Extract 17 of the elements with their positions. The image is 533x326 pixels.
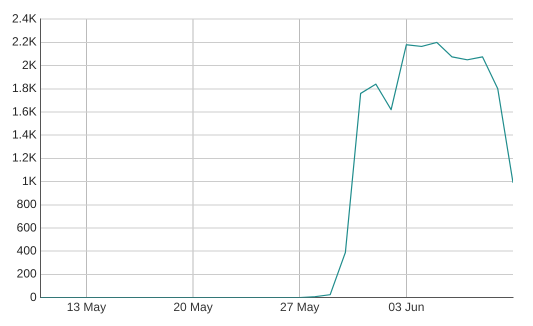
y-tick-label: 400 <box>16 244 37 258</box>
x-tick-label: 13 May <box>66 300 106 314</box>
y-tick-label: 200 <box>16 266 37 281</box>
x-tick-label: 20 May <box>173 300 213 314</box>
y-tick-label: 2.2K <box>12 34 37 49</box>
y-tick-label: 1.4K <box>12 128 37 142</box>
y-tick-label: 1.6K <box>12 104 37 118</box>
x-tick-label: 27 May <box>280 300 320 314</box>
y-tick-label: 800 <box>16 197 37 212</box>
y-tick-label: 1.8K <box>12 81 37 96</box>
y-tick-label: 2.4K <box>12 12 37 26</box>
x-tick-label: 03 Jun <box>388 300 424 314</box>
y-tick-label: 1.2K <box>12 150 37 165</box>
y-tick-label: 1K <box>22 174 37 188</box>
y-tick-label: 600 <box>16 220 37 234</box>
y-tick-label: 0 <box>30 290 37 304</box>
y-tick-label: 2K <box>22 58 37 72</box>
